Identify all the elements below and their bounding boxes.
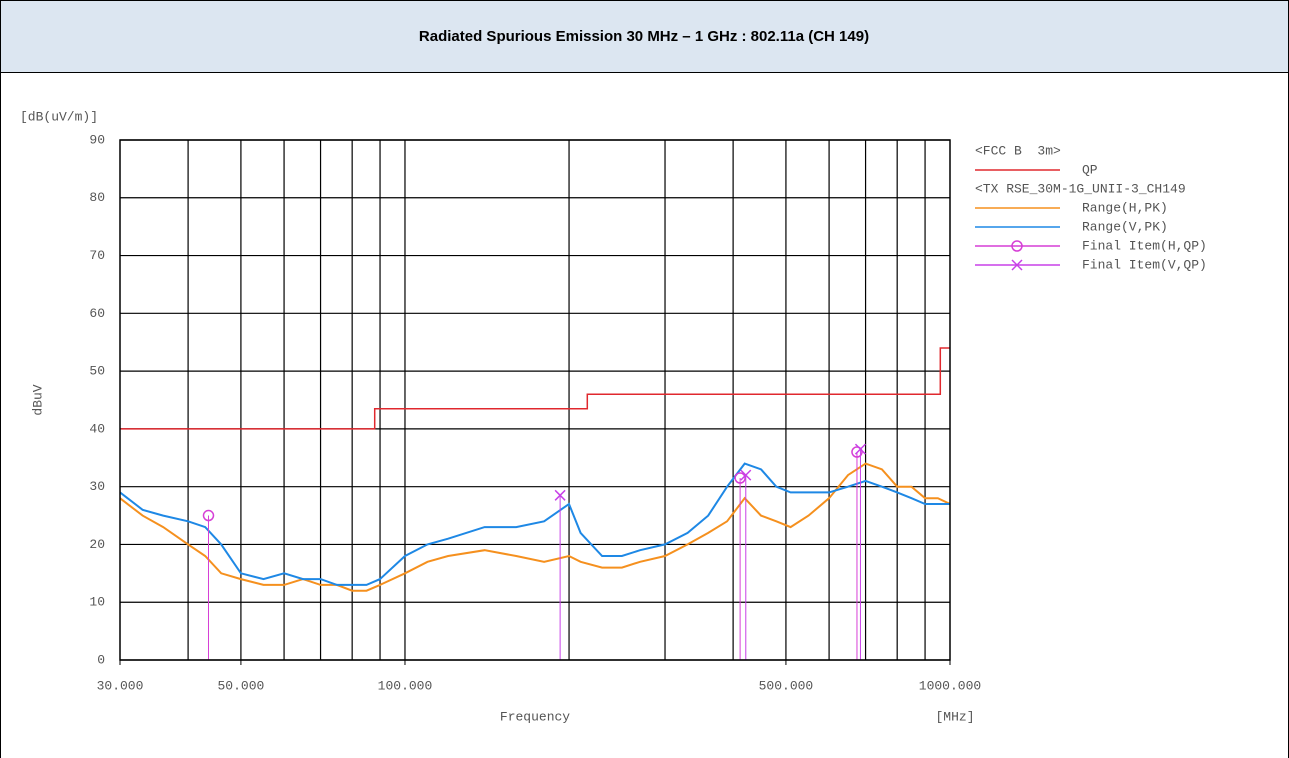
- x-tick-label: 50.000: [218, 678, 265, 693]
- y-tick-label: 40: [89, 421, 105, 436]
- marker: [854, 443, 866, 455]
- marker: [851, 446, 863, 458]
- marker: [1011, 259, 1023, 271]
- legend-header: <FCC B 3m>: [975, 143, 1061, 158]
- legend-label: Range(V,PK): [1082, 219, 1168, 234]
- legend-label: QP: [1082, 162, 1098, 177]
- legend-header: <TX RSE_30M-1G_UNII-3_CH149: [975, 181, 1186, 196]
- series-line: [120, 462, 950, 592]
- marker: [554, 489, 566, 501]
- legend-label: Final Item(H,QP): [1082, 238, 1207, 253]
- y-tick-label: 80: [89, 190, 105, 205]
- legend-label: Final Item(V,QP): [1082, 257, 1207, 272]
- x-tick-label: 1000.000: [919, 678, 981, 693]
- marker: [740, 469, 752, 481]
- y-tick-label: 90: [89, 132, 105, 147]
- y-tick-label: 10: [89, 595, 105, 610]
- marker: [734, 472, 746, 484]
- series-line: [120, 347, 950, 430]
- y-tick-label: 30: [89, 479, 105, 494]
- plot-frame: [119, 139, 951, 661]
- marker: [202, 509, 215, 522]
- x-unit: [MHz]: [935, 709, 974, 724]
- y-tick-label: 0: [97, 652, 105, 667]
- x-tick-label: 30.000: [97, 678, 144, 693]
- x-tick-label: 100.000: [378, 678, 433, 693]
- legend-label: Range(H,PK): [1082, 200, 1168, 215]
- chart-title: Radiated Spurious Emission 30 MHz – 1 GH…: [419, 28, 869, 45]
- y-tick-label: 50: [89, 364, 105, 379]
- series-line: [120, 462, 950, 586]
- header-band: [0, 0, 1289, 73]
- y-unit: [dB(uV/m)]: [20, 109, 98, 124]
- x-tick-label: 500.000: [759, 678, 814, 693]
- marker: [1011, 240, 1023, 252]
- y-tick-label: 60: [89, 306, 105, 321]
- x-axis-label: Frequency: [500, 709, 570, 724]
- y-axis-label: dBuV: [30, 384, 45, 415]
- y-tick-label: 20: [89, 537, 105, 552]
- y-tick-label: 70: [89, 248, 105, 263]
